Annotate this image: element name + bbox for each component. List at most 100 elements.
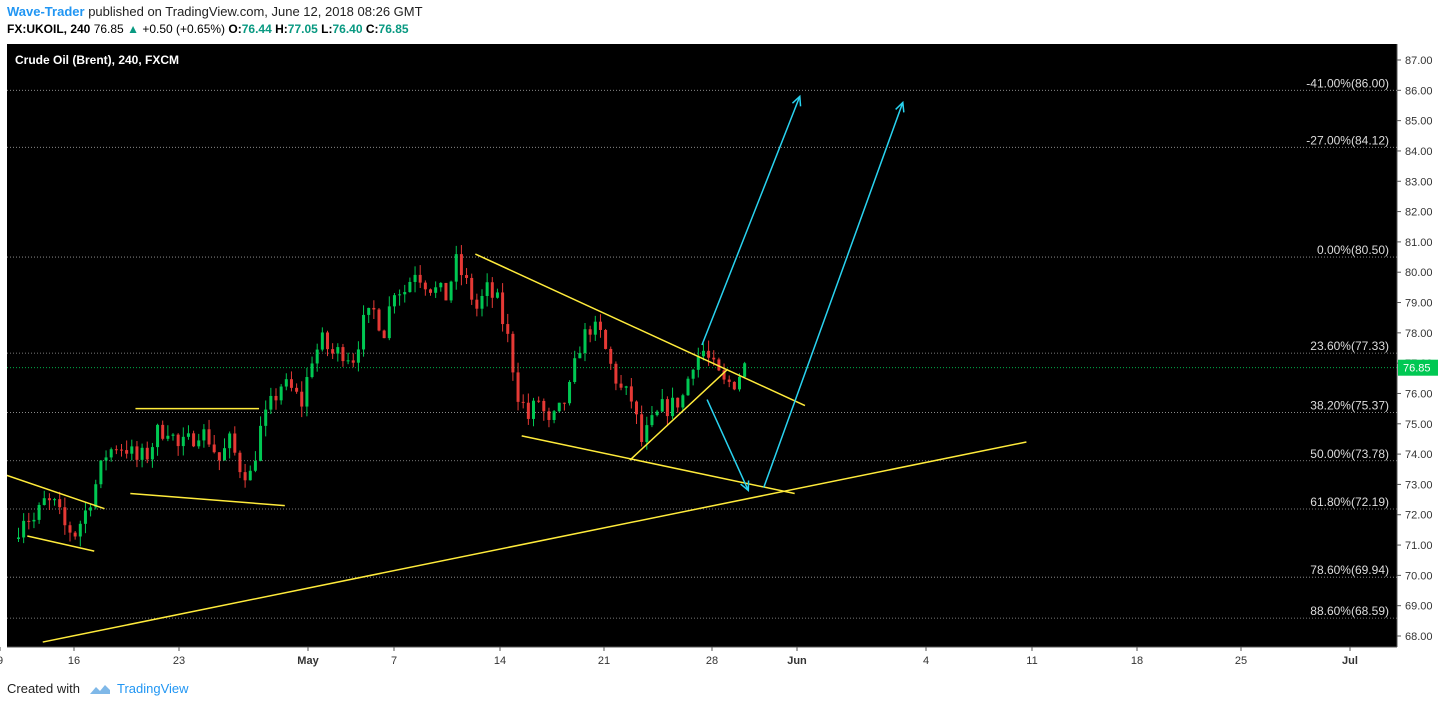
candle-body bbox=[73, 532, 77, 537]
projection-arrow bbox=[763, 102, 904, 488]
candle-body bbox=[58, 499, 62, 508]
current-price-badge bbox=[1398, 359, 1438, 376]
candle-body bbox=[511, 333, 515, 373]
candle-body bbox=[403, 292, 407, 295]
candle-body bbox=[526, 402, 530, 419]
candle-body bbox=[315, 349, 319, 364]
tradingview-brand-link[interactable]: TradingView bbox=[117, 681, 189, 696]
y-tick-label: 86.00 bbox=[1405, 85, 1433, 97]
candle-body bbox=[573, 358, 577, 382]
candle-body bbox=[532, 400, 535, 419]
candle-body bbox=[125, 450, 129, 454]
fib-label: 0.00%(80.50) bbox=[1317, 243, 1389, 257]
candle-body bbox=[305, 377, 309, 407]
y-tick-label: 78.00 bbox=[1405, 328, 1433, 340]
candle-body bbox=[660, 399, 664, 412]
y-tick-label: 72.00 bbox=[1405, 510, 1433, 522]
candle-body bbox=[655, 411, 659, 416]
price-axis-panel bbox=[1397, 44, 1444, 647]
candle-body bbox=[89, 507, 93, 511]
candle-body bbox=[665, 399, 669, 417]
plot-background bbox=[7, 44, 1397, 647]
high-label: H: bbox=[275, 22, 288, 36]
x-tick-label: May bbox=[297, 655, 319, 667]
y-tick-label: 84.00 bbox=[1405, 146, 1433, 158]
arrow-head bbox=[740, 480, 750, 493]
trendline bbox=[42, 441, 1027, 643]
x-tick-label: 28 bbox=[706, 655, 718, 667]
trendline bbox=[130, 492, 285, 507]
candle-body bbox=[465, 275, 469, 278]
candle-body bbox=[223, 448, 226, 461]
candle-body bbox=[686, 378, 690, 396]
candle-body bbox=[562, 402, 566, 404]
x-tick-label: 21 bbox=[598, 655, 610, 667]
candle-body bbox=[398, 294, 402, 296]
candle-body bbox=[547, 411, 551, 420]
candle-body bbox=[449, 281, 453, 301]
y-tick-label: 82.00 bbox=[1405, 207, 1433, 219]
candle-body bbox=[22, 520, 26, 538]
candle-body bbox=[27, 520, 31, 522]
fib-label: 23.60%(77.33) bbox=[1310, 339, 1389, 353]
x-tick-label: 4 bbox=[923, 655, 929, 667]
symbol-label: FX:UKOIL, 240 bbox=[7, 22, 91, 36]
candle-body bbox=[691, 369, 695, 379]
candle-body bbox=[53, 499, 57, 501]
candle-body bbox=[99, 460, 103, 485]
price-chart[interactable]: -41.00%(86.00) -27.00%(84.12) 0.00%(80.50)… bbox=[0, 44, 1444, 675]
y-tick-label: 79.00 bbox=[1405, 298, 1433, 310]
candle-body bbox=[274, 395, 278, 401]
candle-body bbox=[454, 254, 458, 282]
candle-body bbox=[490, 282, 494, 298]
candle-body bbox=[207, 429, 211, 445]
candle-body bbox=[717, 359, 721, 371]
candle-body bbox=[732, 381, 736, 390]
trendline bbox=[7, 474, 105, 510]
x-tick-label: 16 bbox=[68, 655, 80, 667]
arrow-head bbox=[791, 94, 802, 107]
close-value: 76.85 bbox=[378, 22, 409, 36]
candle-body bbox=[712, 357, 716, 360]
change-arrow-icon: ▲ bbox=[127, 22, 139, 36]
candle-body bbox=[434, 287, 438, 293]
fib-label: 88.60%(68.59) bbox=[1310, 604, 1389, 618]
candle-body bbox=[243, 472, 247, 481]
trendline bbox=[27, 535, 95, 552]
candle-body bbox=[470, 277, 474, 300]
candle-body bbox=[439, 282, 443, 288]
chart-area[interactable]: -41.00%(86.00) -27.00%(84.12) 0.00%(80.50)… bbox=[0, 44, 1444, 675]
current-price-label: 76.85 bbox=[1403, 363, 1431, 375]
candle-body bbox=[336, 347, 340, 354]
author-link[interactable]: Wave-Trader bbox=[7, 4, 85, 19]
candle-body bbox=[495, 292, 499, 298]
candle-body bbox=[269, 395, 273, 410]
last-price: 76.85 bbox=[93, 22, 124, 36]
x-tick-label: 11 bbox=[1026, 655, 1037, 667]
candle-body bbox=[738, 376, 741, 390]
candle-body bbox=[722, 370, 726, 380]
candle-body bbox=[362, 314, 366, 350]
candle-body bbox=[377, 309, 381, 331]
candle-body bbox=[650, 415, 654, 426]
candle-body bbox=[68, 525, 72, 533]
y-tick-label: 87.00 bbox=[1405, 55, 1433, 67]
y-tick-label: 68.00 bbox=[1405, 631, 1433, 643]
candle-body bbox=[583, 329, 587, 354]
created-with-text: Created with bbox=[7, 681, 80, 696]
tradingview-cloud-icon[interactable] bbox=[88, 682, 112, 696]
publish-info: Wave-Trader published on TradingView.com… bbox=[7, 4, 423, 19]
candle-body bbox=[568, 381, 572, 404]
candle-body bbox=[150, 447, 154, 460]
candle-body bbox=[104, 457, 108, 461]
close-label: C: bbox=[365, 22, 379, 36]
fib-label: 38.20%(75.37) bbox=[1310, 399, 1389, 413]
candle-body bbox=[367, 307, 371, 315]
open-label: O: bbox=[228, 22, 242, 36]
high-value: 77.05 bbox=[287, 22, 318, 36]
candle-body bbox=[238, 452, 242, 473]
candle-body bbox=[459, 254, 463, 276]
candle-body bbox=[418, 274, 422, 283]
y-tick-label: 80.00 bbox=[1405, 267, 1433, 279]
candle-body bbox=[609, 348, 613, 364]
